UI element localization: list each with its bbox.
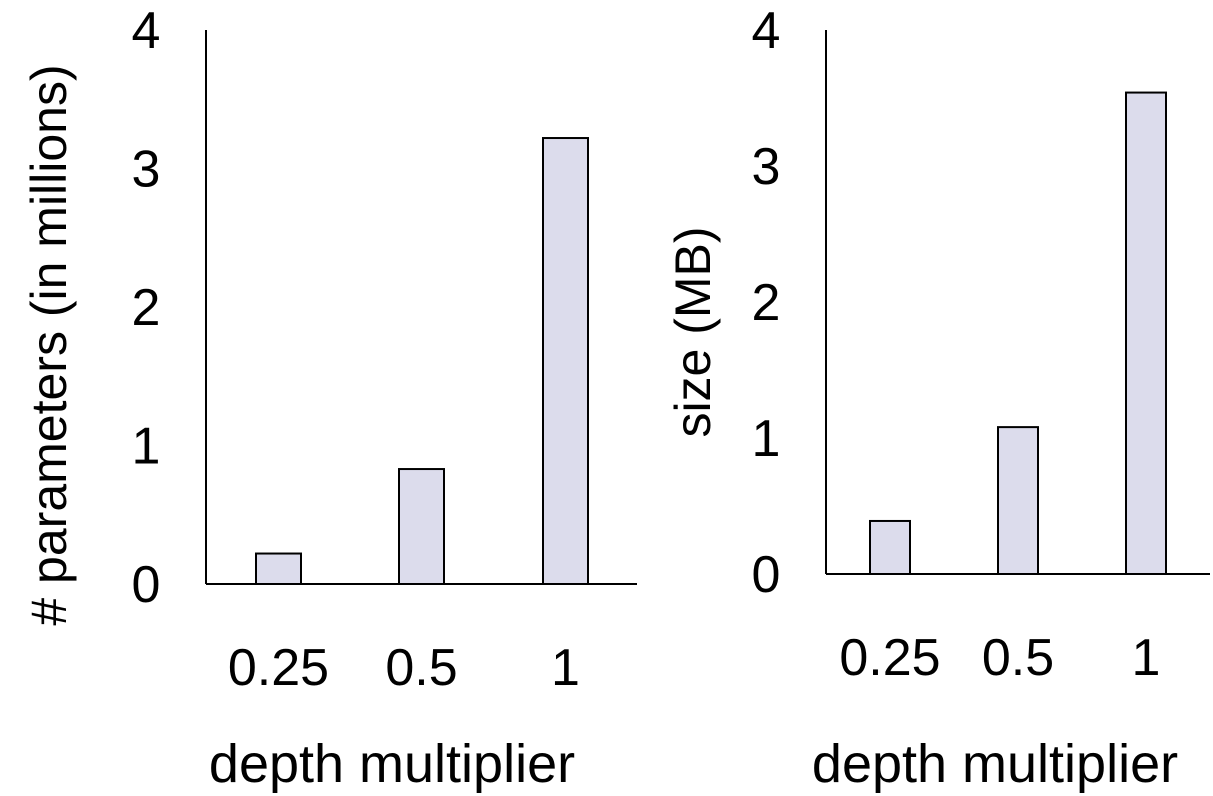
- y-axis-title: # parameters (in millions): [21, 64, 77, 625]
- chart-size: 0 1 2 3 4 0.25 0.5 1 depth multiplier size (MB): [665, 2, 1210, 794]
- y-tick-label: 4: [132, 2, 161, 60]
- y-tick-label: 2: [132, 279, 161, 337]
- bar-0.5: [997, 426, 1039, 575]
- x-tick-label: 0.5: [982, 629, 1054, 687]
- x-tick-label: 0.25: [228, 639, 329, 697]
- bar-1: [542, 137, 589, 585]
- y-tick-label: 1: [752, 410, 781, 468]
- bar-0.25: [869, 519, 911, 576]
- y-axis-title: size (MB): [665, 226, 721, 437]
- x-tick-label: 1: [1132, 629, 1161, 687]
- y-tick-label: 3: [752, 138, 781, 196]
- chart-parameters: 0 1 2 3 4 0.25 0.5 1 depth multiplier # parameter…: [21, 2, 637, 794]
- bar-1: [1125, 91, 1167, 575]
- y-tick-label: 1: [132, 418, 161, 476]
- x-axis-title: depth multiplier: [812, 734, 1178, 794]
- x-tick-label: 1: [551, 639, 580, 697]
- bar-0.5: [398, 468, 445, 586]
- x-tick-label: 0.5: [385, 639, 457, 697]
- x-tick-label: 0.25: [839, 629, 940, 687]
- y-tick-label: 0: [752, 546, 781, 604]
- y-tick-label: 2: [752, 274, 781, 332]
- y-tick-label: 0: [132, 556, 161, 614]
- x-axis-title: depth multiplier: [209, 734, 575, 794]
- y-tick-label: 3: [132, 141, 161, 199]
- bar-0.25: [255, 552, 302, 586]
- y-tick-label: 4: [752, 2, 781, 60]
